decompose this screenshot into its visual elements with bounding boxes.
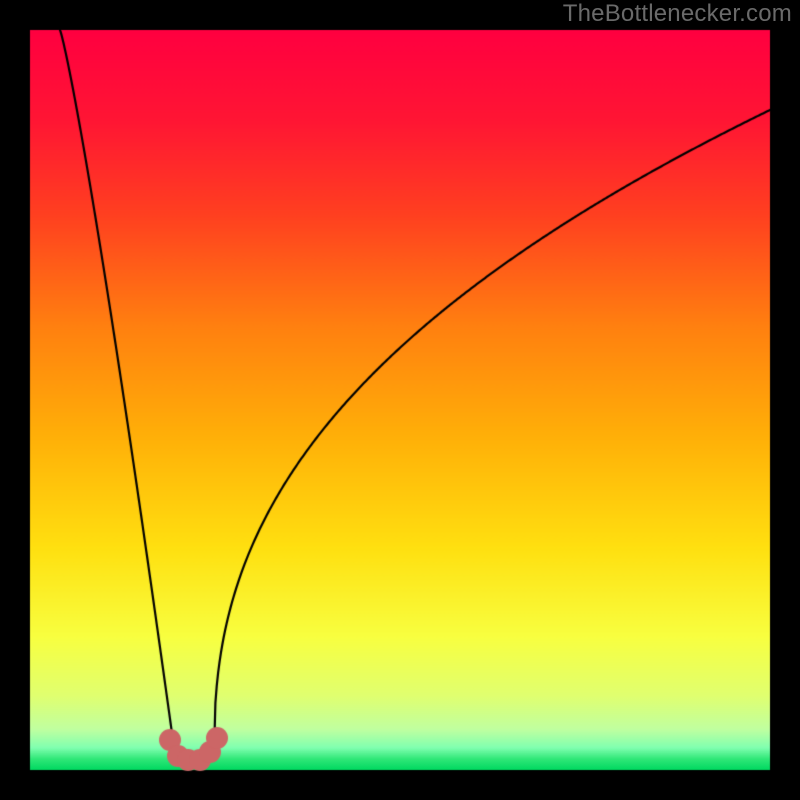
watermark-text: TheBottlenecker.com	[563, 0, 792, 28]
chart-curve-layer	[0, 0, 800, 800]
bottleneck-chart: TheBottlenecker.com	[0, 0, 800, 800]
